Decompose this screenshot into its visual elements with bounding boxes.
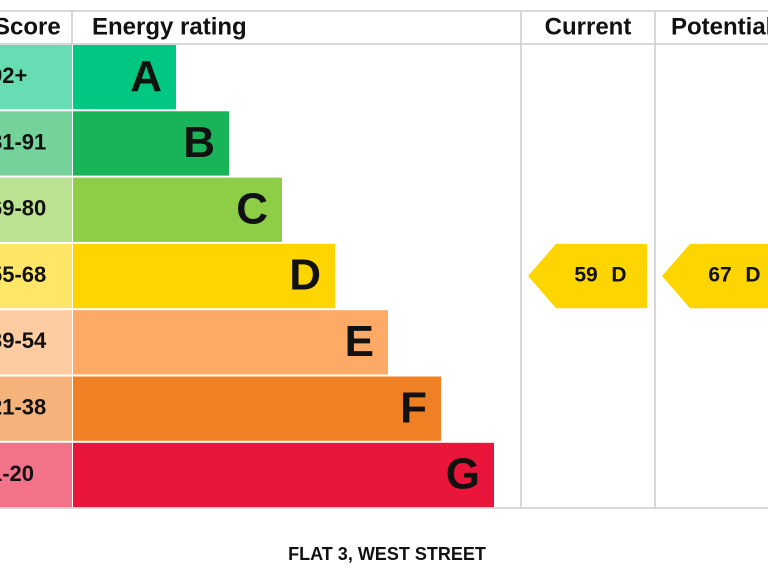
score-cell bbox=[0, 442, 72, 508]
rating-letter: A bbox=[130, 52, 162, 101]
score-cell bbox=[0, 310, 72, 375]
potential-arrow bbox=[662, 243, 768, 309]
potential-header: Potential bbox=[671, 13, 768, 40]
rating-letter: G bbox=[446, 450, 480, 499]
rating-letter: C bbox=[236, 184, 268, 233]
score-cell bbox=[0, 243, 72, 309]
rating-bar bbox=[73, 45, 176, 110]
footer: FLAT 3, WEST STREET bbox=[288, 544, 486, 564]
current-value: 59 bbox=[574, 264, 597, 287]
score-range: 69-80 bbox=[0, 196, 46, 221]
score-cell bbox=[0, 111, 72, 176]
score-range: 81-91 bbox=[0, 129, 46, 154]
rating-bar bbox=[73, 310, 388, 375]
score-range: 39-54 bbox=[0, 328, 47, 353]
rating-header: Energy rating bbox=[92, 13, 247, 40]
rating-letter: B bbox=[183, 118, 215, 167]
score-range: 21-38 bbox=[0, 394, 46, 419]
rating-letter: E bbox=[345, 317, 374, 366]
rating-bar bbox=[73, 111, 229, 176]
score-header: Score bbox=[0, 13, 61, 40]
rating-letter: D bbox=[289, 251, 321, 300]
score-range: 92+ bbox=[0, 63, 27, 88]
rating-letter: F bbox=[400, 383, 427, 432]
score-cell bbox=[0, 177, 72, 242]
score-range: 55-68 bbox=[0, 262, 46, 287]
current-header: Current bbox=[545, 13, 632, 40]
rating-bar bbox=[73, 177, 282, 242]
rating-bar bbox=[73, 442, 494, 508]
score-cell bbox=[0, 45, 72, 110]
current-arrow bbox=[528, 243, 647, 309]
score-cell bbox=[0, 376, 72, 441]
current-letter: D bbox=[611, 264, 626, 287]
score-range: 1-20 bbox=[0, 461, 34, 486]
rating-bar bbox=[73, 243, 335, 309]
potential-letter: D bbox=[745, 264, 760, 287]
rating-bar bbox=[73, 376, 441, 441]
potential-value: 67 bbox=[708, 264, 731, 287]
